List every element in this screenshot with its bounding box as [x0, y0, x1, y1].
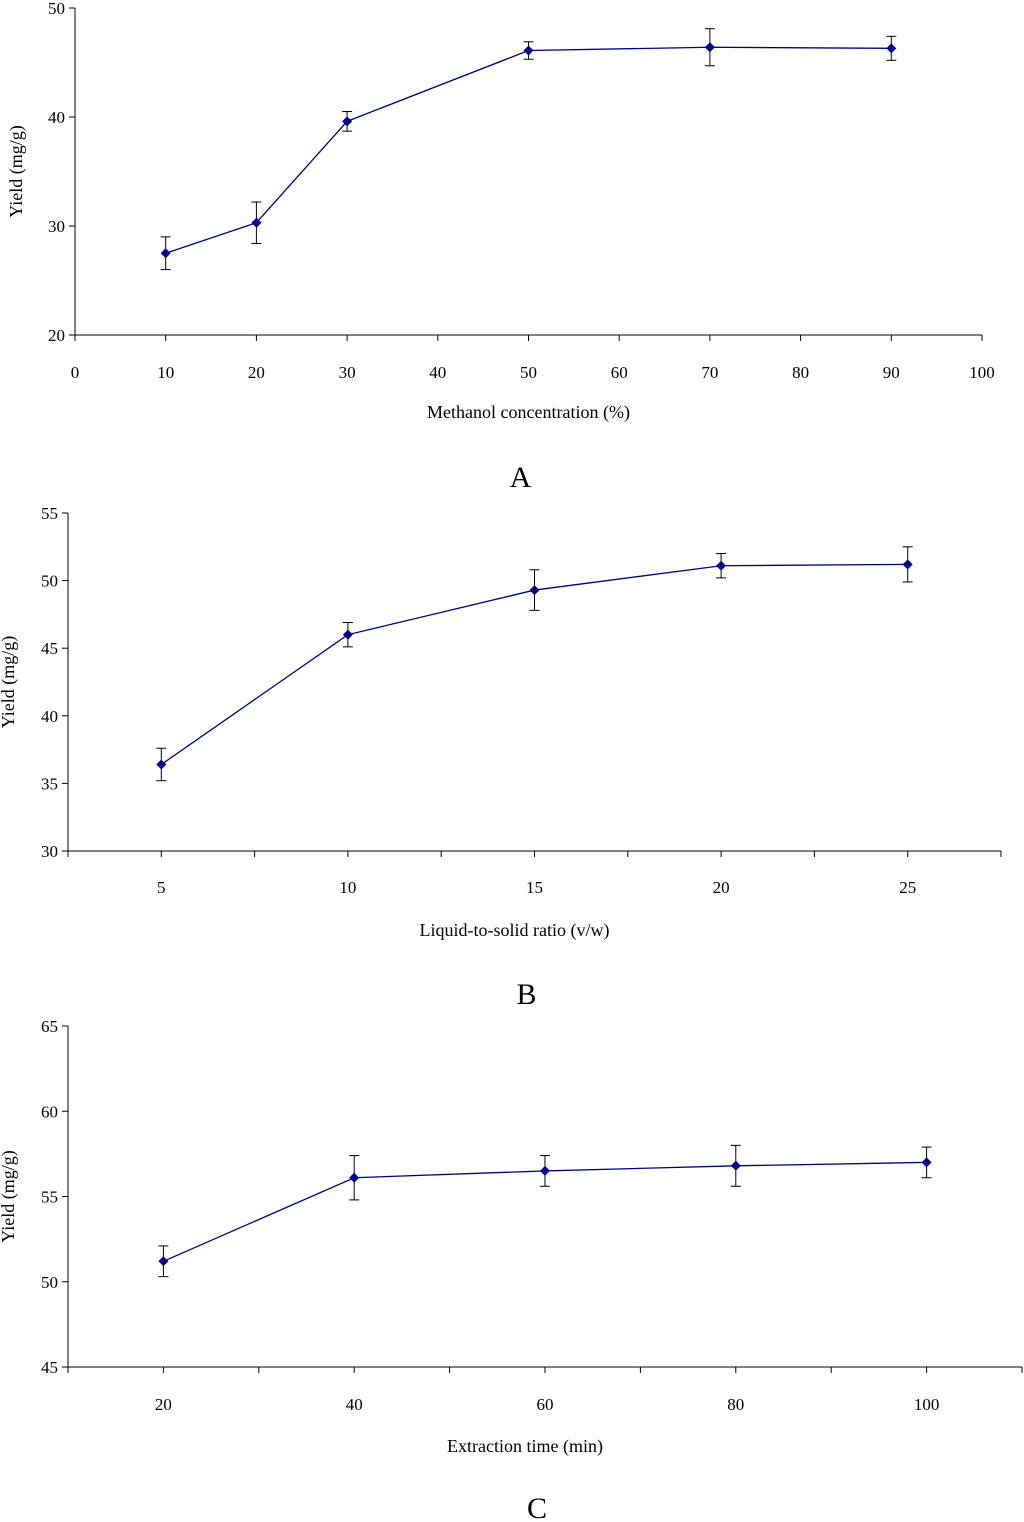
- y-tick-label: 30: [48, 217, 65, 236]
- data-point-marker: [523, 45, 534, 56]
- panel-label-a: A: [510, 461, 532, 494]
- x-tick-label: 15: [526, 878, 543, 897]
- data-point-marker: [349, 1172, 360, 1183]
- x-axis-title: Liquid-to-solid ratio (v/w): [420, 920, 610, 941]
- series-line: [165, 46, 892, 254]
- y-axis-title: Yield (mg/g): [0, 636, 19, 729]
- data-point-marker: [540, 1165, 550, 1176]
- data-point-marker: [921, 1157, 932, 1168]
- panel-label-b: B: [516, 978, 536, 1011]
- chart-panel-c: 45 50 55 60 65 20 40 60 80 100 Extraction time (mi…: [0, 1017, 1023, 1522]
- x-tick-label: 100: [969, 363, 995, 382]
- x-tick-label: 20: [155, 1395, 172, 1414]
- data-point-marker: [704, 42, 715, 53]
- y-axis-title: Yield (mg/g): [6, 125, 27, 218]
- data-point-marker: [156, 759, 167, 770]
- x-tick-label: 20: [713, 878, 730, 897]
- x-tick-label: 10: [339, 878, 356, 897]
- x-tick-label: 25: [899, 878, 916, 897]
- data-point-marker: [160, 248, 171, 259]
- y-tick-label: 50: [41, 1273, 58, 1292]
- x-tick-label: 30: [339, 363, 356, 382]
- y-tick-label: 30: [41, 842, 58, 861]
- data-point-marker: [902, 559, 913, 570]
- y-axis-title: Yield (mg/g): [0, 1150, 19, 1243]
- y-tick-label: 45: [41, 639, 58, 658]
- panel-label-c: C: [527, 1492, 547, 1522]
- data-point-marker: [886, 43, 897, 54]
- x-axis-title: Extraction time (min): [447, 1436, 603, 1457]
- x-tick-label: 90: [883, 363, 900, 382]
- x-tick-label: 40: [346, 1395, 363, 1414]
- x-axis-title: Methanol concentration (%): [427, 402, 630, 423]
- data-point-marker: [529, 585, 540, 596]
- y-tick-label: 65: [41, 1017, 58, 1036]
- chart-panel-a: 20 30 40 50 0 10 20 30 40 50 60 70 80 90 100 Methanol c…: [6, 0, 995, 494]
- x-tick-label: 5: [157, 878, 166, 897]
- y-tick-label: 40: [41, 707, 58, 726]
- y-tick-label: 55: [41, 1188, 58, 1207]
- y-tick-label: 50: [48, 0, 65, 18]
- x-tick-label: 0: [71, 363, 80, 382]
- y-tick-label: 50: [41, 572, 58, 591]
- x-tick-label: 40: [429, 363, 446, 382]
- data-point-marker: [730, 1160, 741, 1171]
- data-point-marker: [716, 560, 727, 571]
- y-tick-label: 45: [41, 1358, 58, 1377]
- x-tick-label: 10: [157, 363, 174, 382]
- x-tick-label: 70: [701, 363, 718, 382]
- y-tick-label: 20: [48, 326, 65, 345]
- x-tick-label: 100: [914, 1395, 940, 1414]
- x-tick-label: 20: [248, 363, 265, 382]
- x-tick-label: 60: [537, 1395, 554, 1414]
- y-tick-label: 55: [41, 504, 58, 523]
- x-tick-label: 60: [611, 363, 628, 382]
- y-tick-label: 35: [41, 774, 58, 793]
- data-point-marker: [251, 217, 262, 228]
- data-point-marker: [342, 629, 353, 640]
- x-tick-label: 80: [727, 1395, 744, 1414]
- data-point-marker: [342, 116, 353, 127]
- y-tick-label: 60: [41, 1102, 58, 1121]
- x-tick-label: 50: [520, 363, 537, 382]
- y-tick-label: 40: [48, 108, 65, 127]
- data-point-marker: [158, 1256, 169, 1267]
- x-tick-label: 80: [792, 363, 809, 382]
